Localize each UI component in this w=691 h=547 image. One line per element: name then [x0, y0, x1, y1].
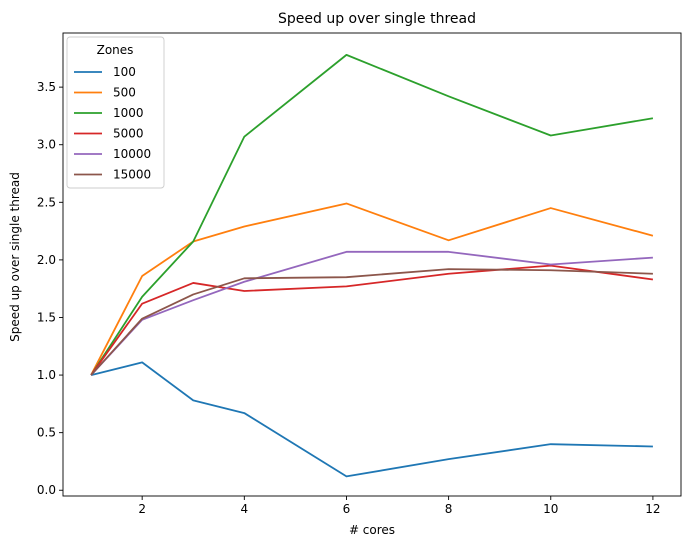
- series-line-5000: [90, 264, 654, 376]
- x-tick-label: 6: [343, 502, 351, 516]
- x-tick-label: 2: [138, 502, 146, 516]
- plot-frame: [62, 32, 682, 497]
- legend-label-10000: 10000: [113, 147, 151, 161]
- y-tick-label: 1.5: [37, 310, 56, 324]
- legend-label-500: 500: [113, 86, 136, 100]
- series-line-500: [90, 202, 654, 376]
- x-tick-label: 10: [543, 502, 558, 516]
- x-tick-label: 4: [240, 502, 248, 516]
- legend-label-1000: 1000: [113, 106, 144, 120]
- y-tick-label: 3.5: [37, 80, 56, 94]
- y-axis: 0.0 0.5 1.0 1.5 2.0 2.5 3.0 3.5: [37, 80, 63, 497]
- x-tick-label: 12: [645, 502, 660, 516]
- legend-box: [66, 36, 165, 189]
- series-line-10000: [90, 250, 653, 376]
- x-axis-label: # cores: [349, 523, 395, 537]
- legend-entries: 100 500 1000 5000 10000 15000: [74, 65, 151, 182]
- y-tick-label: 2.5: [37, 195, 56, 209]
- legend-label-15000: 15000: [113, 168, 151, 182]
- series-line-100: [90, 361, 653, 478]
- y-tick-label: 0.0: [37, 483, 56, 497]
- y-tick-label: 1.0: [37, 368, 56, 382]
- legend-label-5000: 5000: [113, 127, 144, 141]
- y-tick-label: 3.0: [37, 138, 56, 152]
- x-axis: 2 4 6 8 10 12: [138, 496, 661, 516]
- legend-title: Zones: [97, 43, 134, 57]
- legend: Zones 100 500 1000 5000 10000 15000: [66, 36, 165, 189]
- y-axis-label: Speed up over single thread: [8, 172, 22, 342]
- chart-title: Speed up over single thread: [278, 11, 476, 27]
- x-tick-label: 8: [445, 502, 453, 516]
- series-line-15000: [90, 268, 653, 376]
- y-tick-label: 0.5: [37, 426, 56, 440]
- series-line-1000: [90, 53, 654, 376]
- y-tick-label: 2.0: [37, 253, 56, 267]
- legend-label-100: 100: [113, 65, 136, 79]
- series-layer: [90, 53, 654, 478]
